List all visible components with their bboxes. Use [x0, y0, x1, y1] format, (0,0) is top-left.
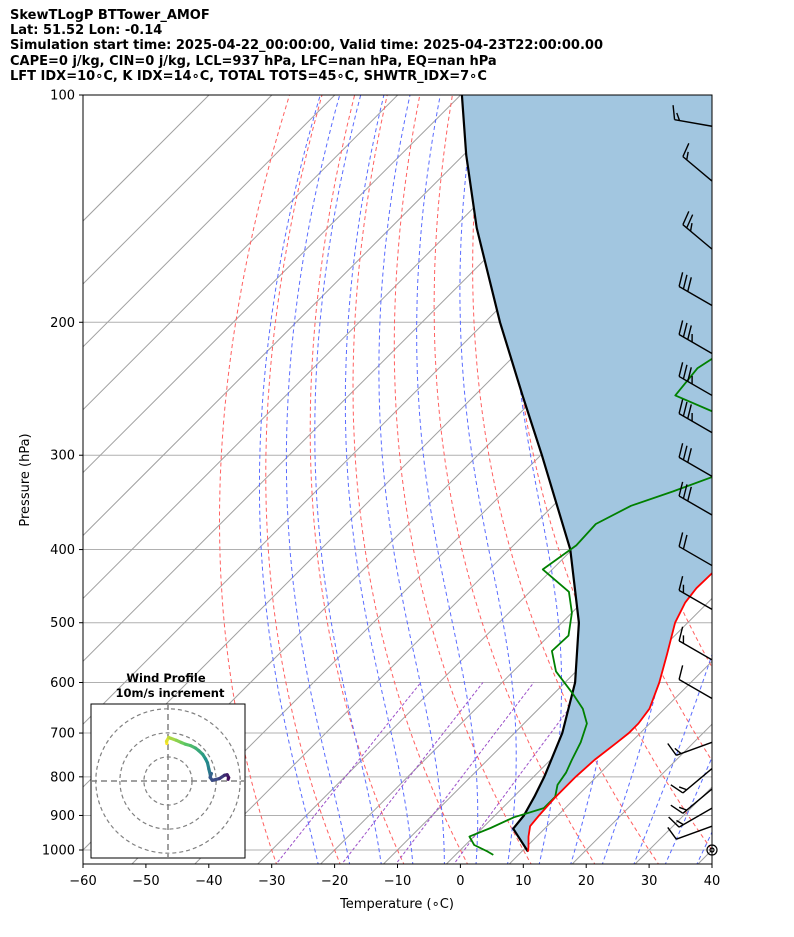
hodograph-subtitle: 10m/s increment — [116, 686, 225, 700]
y-axis-label: Pressure (hPa) — [18, 433, 33, 526]
wind-barb — [678, 362, 713, 397]
dry-adiabat — [433, 95, 596, 864]
moist-adiabat — [258, 95, 321, 864]
x-axis-label: Temperature (∘C) — [339, 897, 454, 912]
profile-lines — [460, 95, 712, 856]
y-tick-label: 100 — [50, 89, 75, 104]
y-tick-label: 600 — [50, 676, 75, 691]
cape-line: CAPE=0 j/kg, CIN=0 j/kg, LCL=937 hPa, LF… — [10, 53, 497, 69]
wind-barb — [678, 626, 713, 661]
y-tick-label: 700 — [50, 727, 75, 742]
wind-barb — [678, 576, 713, 610]
x-tick-label: −50 — [132, 874, 159, 889]
wind-barb — [678, 532, 713, 567]
wind-barb — [682, 143, 713, 182]
y-tick-label: 300 — [50, 449, 75, 464]
dry-adiabat — [265, 95, 341, 864]
mixing-ratio-line — [275, 682, 422, 864]
isotherm — [508, 660, 712, 864]
moist-adiabat — [664, 756, 712, 864]
dry-adiabat — [509, 95, 712, 851]
wind-barb — [667, 825, 713, 840]
moist-adiabat — [633, 653, 712, 864]
dry-adiabat — [778, 95, 794, 866]
y-tick-label: 800 — [50, 770, 75, 785]
wind-barb — [706, 844, 718, 856]
wind-barb — [672, 105, 713, 127]
isotherm — [571, 723, 712, 864]
dry-adiabat — [352, 95, 469, 864]
isotherm — [759, 95, 794, 866]
isotherm — [83, 95, 399, 411]
x-tick-label: −40 — [195, 874, 222, 889]
moist-adiabat — [378, 95, 445, 864]
moist-adiabat — [416, 95, 479, 864]
mixing-ratio-line — [395, 682, 535, 864]
y-tick-label: 1000 — [42, 844, 75, 859]
wind-barb — [667, 741, 713, 756]
wind-barb — [670, 788, 713, 814]
wind-barb — [678, 272, 713, 307]
isotherm — [131, 283, 712, 864]
mixing-ratio-line — [453, 682, 589, 864]
moist-adiabat — [510, 95, 563, 864]
wind-barb — [678, 443, 713, 477]
moist-adiabat — [459, 95, 517, 864]
dry-adiabat — [219, 95, 290, 864]
y-tick-label: 900 — [50, 809, 75, 824]
moist-adiabat — [344, 95, 414, 864]
mixing-ratio-line — [341, 682, 484, 864]
dry-adiabat — [472, 95, 660, 864]
x-tick-label: 20 — [578, 874, 595, 889]
dry-adiabat — [746, 95, 794, 866]
wind-barb — [670, 767, 713, 794]
dewpoint-line — [468, 357, 712, 856]
dry-adiabat — [393, 95, 532, 864]
y-tick-label: 500 — [50, 616, 75, 631]
hodograph-inset: Wind Profile 10m/s increment — [90, 671, 246, 859]
parcel-profile-line — [460, 95, 580, 853]
index-line: LFT IDX=10∘C, K IDX=14∘C, TOTAL TOTS=45∘… — [10, 68, 487, 84]
isotherm — [83, 95, 461, 474]
wind-barbs — [667, 105, 718, 856]
dry-adiabat — [309, 95, 405, 864]
wind-barb — [678, 665, 713, 700]
y-tick-label: 400 — [50, 543, 75, 558]
temperature-line — [527, 571, 712, 852]
x-tick-label: 40 — [704, 874, 721, 889]
wind-barb — [682, 211, 713, 250]
isotherm — [83, 95, 336, 348]
wind-barb — [678, 320, 713, 355]
isotherm — [83, 95, 587, 600]
location-line: Lat: 51.52 Lon: -0.14 — [10, 23, 163, 39]
x-tick-label: 0 — [456, 874, 464, 889]
x-tick-label: −30 — [258, 874, 285, 889]
isotherm — [83, 95, 273, 285]
time-line: Simulation start time: 2025-04-22_00:00:… — [10, 38, 603, 54]
hodograph-title: Wind Profile — [126, 671, 206, 685]
x-tick-label: −20 — [321, 874, 348, 889]
axis-ticks: −60 −50 −40 −30 −20 −10 0 10 20 30 40 100 200 300 400 5… — [42, 89, 720, 890]
wind-barb — [668, 807, 713, 828]
cin-area — [461, 95, 712, 852]
wind-barb — [678, 399, 713, 434]
isotherm — [83, 95, 524, 537]
x-tick-label: 10 — [515, 874, 532, 889]
chart-title: SkewTLogP BTTower_AMOF — [10, 8, 210, 23]
isotherm — [382, 534, 712, 864]
y-tick-label: 200 — [50, 316, 75, 331]
x-tick-label: −60 — [69, 874, 96, 889]
x-tick-label: 30 — [641, 874, 658, 889]
wind-barb — [678, 481, 713, 516]
dry-adiabat — [713, 95, 794, 866]
moist-adiabat — [285, 95, 351, 864]
cape-shading — [461, 95, 712, 852]
chart-header: SkewTLogP BTTower_AMOF Lat: 51.52 Lon: -… — [10, 8, 603, 84]
x-tick-label: −10 — [384, 874, 411, 889]
